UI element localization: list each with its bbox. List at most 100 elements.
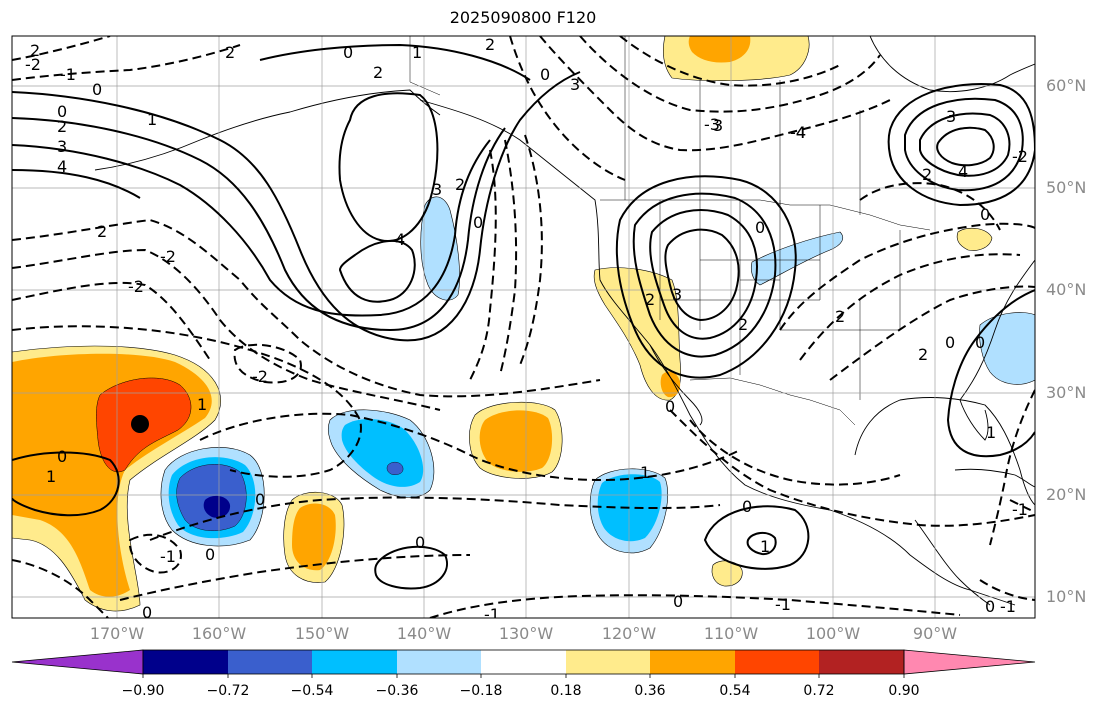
clabel-0-k: 0 [205, 545, 215, 564]
clabel-0-e: 0 [755, 218, 765, 237]
contour-neg-alaska-2 [509, 36, 626, 181]
contour-pos-us-high-3 [649, 209, 758, 340]
fill-yellow-lakes [956, 227, 993, 251]
clabel-3-d: 3 [946, 107, 956, 126]
fill-lightblue-eastcoast [979, 312, 1035, 385]
map-background [12, 36, 1035, 618]
contour-neg-mid-2 [12, 248, 441, 411]
clabel-3-b: 3 [432, 180, 442, 199]
gridlines [12, 36, 1035, 618]
contour-neg-sw [12, 559, 109, 618]
plot-title: 2025090800 F120 [449, 8, 597, 27]
colorbar-seg-5 [481, 650, 566, 674]
clabel-0-n: 0 [540, 65, 550, 84]
colorbar-tick-label: −0.18 [459, 683, 503, 699]
state-lines-1 [659, 200, 821, 375]
clabel-2-i: 2 [738, 315, 748, 334]
contour-neg-gulf-1 [469, 149, 497, 381]
lat-label-10n: 10°N [1046, 587, 1087, 606]
contour-neg-mid-4 [233, 343, 302, 384]
contour-labels: 0 0 0 0 0 0 0 0 0 0 0 0 0 0 0 0 0 0 1 1 … [25, 36, 1028, 624]
lon-label-170w: 170°W [89, 624, 145, 643]
clabel-0-f: 0 [665, 397, 675, 416]
contour-pos-us-high-1 [615, 175, 797, 379]
border-alaska [409, 36, 441, 96]
map-frame [11, 35, 1036, 619]
coast-hudson [869, 36, 1035, 93]
contour-pos-small-110w-inner [746, 532, 777, 556]
clabel-neg1-d: -1 [1012, 500, 1028, 519]
contour-neg-gulf-3 [519, 134, 543, 366]
clabel-2-e: 2 [455, 175, 465, 194]
lat-label-50n: 50°N [1046, 178, 1087, 197]
contour-pos-us-high-2 [632, 192, 777, 358]
fill-lightblue-gulf [420, 196, 460, 301]
colorbar-tick-label: 0.36 [634, 683, 666, 699]
lon-label-100w: 100°W [805, 624, 861, 643]
colorbar-tick-label: 0.18 [550, 683, 582, 699]
contour-pos-ridge-top [259, 43, 531, 81]
contour-pos-ne-high-2 [904, 97, 1024, 192]
clabel-1-d: 1 [986, 423, 996, 442]
colorbar-tick-label: −0.36 [375, 683, 419, 699]
clabel-4-a: 4 [57, 157, 67, 176]
clabel-neg1-f: -1 [60, 65, 76, 84]
colorbar-ticks [142, 674, 905, 678]
contour-neg-pacific-4 [119, 554, 471, 601]
lon-label-90w: 90°W [912, 624, 958, 643]
political-borders [409, 36, 931, 426]
coast-east-us [959, 259, 1035, 401]
contour-pos-ne-high-4 [936, 126, 995, 167]
clabel-1-a: 1 [147, 110, 157, 129]
contour-neg-central-us [779, 222, 1035, 331]
clabel-0-l: 0 [255, 490, 265, 509]
fill-orange-150w [292, 503, 336, 571]
clabel-2-k: 2 [918, 345, 928, 364]
contour-pos-ne-high-1 [887, 83, 1035, 207]
clabel-2-h: 2 [922, 165, 932, 184]
colorbar-outline [142, 649, 905, 675]
fill-blue-120w [597, 474, 662, 542]
clabel-neg3-a: -3 [704, 115, 720, 134]
clabel-4-d: 4 [958, 162, 968, 181]
contour-neg-pacific-2 [199, 412, 741, 482]
colorbar-seg-1 [143, 650, 228, 674]
colorbar-tick-label: −0.90 [121, 683, 165, 699]
colorbar-seg-7 [650, 650, 735, 674]
lat-label-20n: 20°N [1046, 485, 1087, 504]
contour-neg-mid-3 [12, 281, 211, 361]
clabel-3-a: 3 [57, 137, 67, 156]
contour-neg-mexico-2 [689, 419, 901, 486]
fill-navy-160w [203, 495, 231, 518]
clabel-0-q: 0 [980, 205, 990, 224]
clabel-3-f: 3 [570, 75, 580, 94]
coast-baja [649, 344, 703, 426]
lon-label-150w: 150°W [294, 624, 350, 643]
clabel-neg4-a: -4 [790, 123, 806, 142]
contour-neg-central-us-2 [799, 253, 1021, 361]
clabel-neg1-a: -1 [160, 547, 176, 566]
contour-neg-alaska-1 [539, 36, 891, 152]
province-lines [624, 36, 861, 215]
colorbar-seg-8 [735, 650, 819, 674]
clabel-0-p: 0 [975, 333, 985, 352]
clabel-neg1-b: -1 [484, 605, 500, 624]
colorbar-tick-label: −0.72 [206, 683, 250, 699]
clabel-neg2-a: -2 [128, 277, 144, 296]
clabel-1-f: 1 [640, 463, 650, 482]
clabel-0-d: 0 [473, 213, 483, 232]
clabel-2-b: 2 [373, 63, 383, 82]
contour-pos-ne-high-3 [919, 112, 1011, 177]
clabel-neg1-c: -1 [775, 595, 791, 614]
contour-neg-caribbean [979, 579, 1035, 601]
contour-neg-nw-1 [12, 36, 111, 61]
contour-pos-east-coast [946, 289, 1035, 458]
lon-label-110w: 110°W [703, 624, 759, 643]
clabel-2-a: 2 [57, 117, 67, 136]
clabel-0-h: 0 [415, 533, 425, 552]
lat-label-60n: 60°N [1046, 76, 1087, 95]
contour-pos-west-low [12, 451, 120, 517]
clabel-3-e: 3 [672, 285, 682, 304]
clabel-neg2-b: -2 [160, 247, 176, 266]
colorbar-extend-low [11, 649, 144, 675]
